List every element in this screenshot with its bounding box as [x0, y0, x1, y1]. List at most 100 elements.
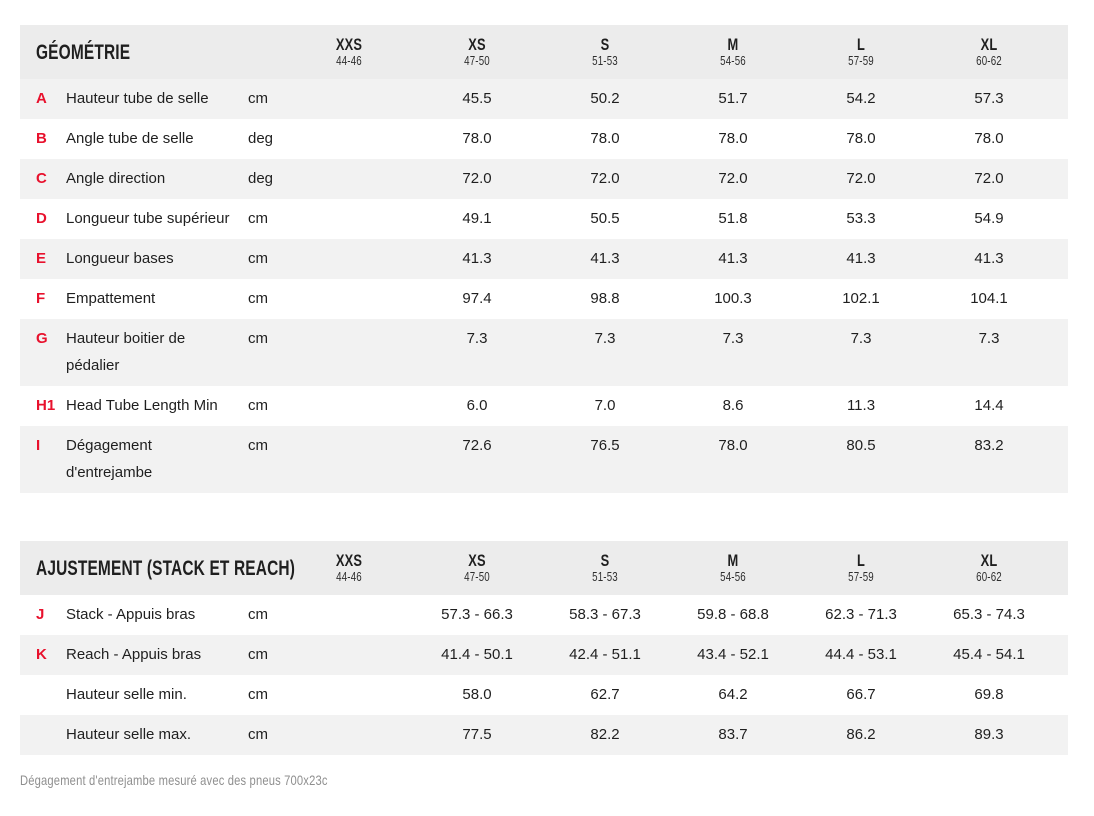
- row-value: 6.0: [466, 397, 488, 414]
- size-column-header: XXS 44-46: [285, 541, 414, 595]
- row-value: 50.2: [590, 90, 620, 107]
- row-unit: cm: [248, 330, 268, 347]
- row-letter: K: [36, 646, 47, 663]
- size-column-header: XS 47-50: [413, 25, 541, 79]
- row-value: 66.7: [846, 686, 876, 703]
- row-value: 49.1: [462, 210, 492, 227]
- size-column-header: S 51-53: [541, 25, 669, 79]
- spec-row: C Angle direction deg 72.0 72.0 72.0 72.0 72…: [20, 159, 1068, 199]
- row-label: Hauteur selle min.: [66, 686, 187, 703]
- row-value: [285, 595, 413, 635]
- row-unit: deg: [248, 130, 274, 147]
- row-value: [285, 79, 413, 119]
- spec-row: E Longueur bases cm 41.3 41.3 41.3 41.3 41.3: [20, 239, 1068, 279]
- row-spacer: [1053, 279, 1068, 319]
- row-unit: cm: [248, 90, 268, 107]
- size-range: 57-59: [848, 569, 874, 584]
- row-label: Hauteur selle max.: [66, 726, 192, 743]
- row-unit: cm: [248, 686, 268, 703]
- row-letter: [20, 675, 66, 715]
- size-column-header: L 57-59: [797, 541, 926, 595]
- row-value: 83.7: [718, 726, 748, 743]
- row-value: 41.3: [462, 250, 492, 267]
- size-label: XL: [980, 35, 998, 54]
- row-unit: cm: [248, 646, 268, 663]
- row-value: 62.7: [590, 686, 620, 703]
- spec-row: Hauteur selle min. cm 58.0 62.7 64.2 66.7 69…: [20, 675, 1068, 715]
- geometry-tables: GÉOMÉTRIE XXS 44-46 XS 47-50 S 51-53 M 5…: [20, 25, 1069, 755]
- size-label: XL: [980, 551, 998, 570]
- row-value: [285, 635, 413, 675]
- row-letter: A: [36, 90, 47, 107]
- row-unit: deg: [248, 170, 274, 187]
- row-value: 7.3: [978, 330, 1000, 347]
- row-letter: E: [36, 250, 47, 267]
- row-value: 8.6: [722, 397, 744, 414]
- row-value: 97.4: [462, 290, 492, 307]
- row-value: 45.4 - 54.1: [953, 646, 1025, 663]
- row-spacer: [1053, 386, 1068, 426]
- row-value: 83.2: [974, 437, 1004, 454]
- size-range: 47-50: [464, 569, 490, 584]
- row-value: 51.7: [718, 90, 748, 107]
- spec-row: K Reach - Appuis bras cm 41.4 - 50.1 42.4…: [20, 635, 1069, 675]
- row-value: 7.3: [722, 330, 744, 347]
- row-value: 64.2: [718, 686, 748, 703]
- size-column-header: M 54-56: [669, 541, 798, 595]
- row-label: Longueur bases: [66, 250, 174, 267]
- table-title-cell: AJUSTEMENT (STACK ET REACH): [20, 541, 295, 595]
- row-value: 14.4: [974, 397, 1004, 414]
- row-spacer: [1053, 199, 1068, 239]
- row-value: 7.3: [594, 330, 616, 347]
- page: GÉOMÉTRIE XXS 44-46 XS 47-50 S 51-53 M 5…: [20, 25, 1069, 788]
- row-value: 54.9: [974, 210, 1004, 227]
- row-value: 78.0: [462, 130, 492, 147]
- row-spacer: [1053, 119, 1068, 159]
- row-value: 42.4 - 51.1: [569, 646, 641, 663]
- size-label: XS: [468, 35, 486, 54]
- size-column-header: M 54-56: [669, 25, 797, 79]
- size-column-header: XS 47-50: [413, 541, 542, 595]
- spec-row: H1 Head Tube Length Min cm 6.0 7.0 8.6 11.3…: [20, 386, 1068, 426]
- size-column-header: XL 60-62: [925, 541, 1054, 595]
- row-value: 78.0: [718, 130, 748, 147]
- row-value: 7.3: [466, 330, 488, 347]
- row-value: [285, 119, 413, 159]
- spec-table: GÉOMÉTRIE XXS 44-46 XS 47-50 S 51-53 M 5…: [20, 25, 1068, 493]
- row-value: 44.4 - 53.1: [825, 646, 897, 663]
- row-value: 58.0: [462, 686, 492, 703]
- row-label: Dégagement d'entrejambe: [66, 437, 153, 481]
- row-value: 100.3: [714, 290, 752, 307]
- row-value: 80.5: [846, 437, 876, 454]
- row-value: [285, 239, 413, 279]
- row-value: 76.5: [590, 437, 620, 454]
- row-value: 82.2: [590, 726, 620, 743]
- spec-row: G Hauteur boitier de pédalier cm 7.3 7.3 7…: [20, 319, 1068, 386]
- row-letter: G: [36, 330, 48, 347]
- size-range: 54-56: [720, 53, 746, 68]
- size-label: XXS: [335, 35, 363, 54]
- row-value: 41.3: [590, 250, 620, 267]
- row-unit: cm: [248, 290, 268, 307]
- row-label: Reach - Appuis bras: [66, 646, 202, 663]
- row-letter: F: [36, 290, 46, 307]
- spec-row: F Empattement cm 97.4 98.8 100.3 102.1 104.1: [20, 279, 1068, 319]
- row-value: 78.0: [974, 130, 1004, 147]
- row-value: [285, 715, 413, 755]
- row-value: 43.4 - 52.1: [697, 646, 769, 663]
- size-column-header: XL 60-62: [925, 25, 1053, 79]
- size-label: M: [727, 35, 739, 54]
- row-label: Empattement: [66, 290, 156, 307]
- row-value: [285, 319, 413, 386]
- row-value: 41.4 - 50.1: [441, 646, 513, 663]
- row-spacer: [1053, 595, 1068, 635]
- row-value: 65.3 - 74.3: [953, 606, 1025, 623]
- size-column-header: XXS 44-46: [285, 25, 413, 79]
- footnote-text: Dégagement d'entrejambe mesuré avec des …: [20, 772, 328, 788]
- row-value: [285, 426, 413, 493]
- row-value: 98.8: [590, 290, 620, 307]
- row-label: Longueur tube supérieur: [66, 210, 230, 227]
- size-range: 44-46: [336, 53, 362, 68]
- row-unit: cm: [248, 250, 268, 267]
- row-value: 41.3: [974, 250, 1004, 267]
